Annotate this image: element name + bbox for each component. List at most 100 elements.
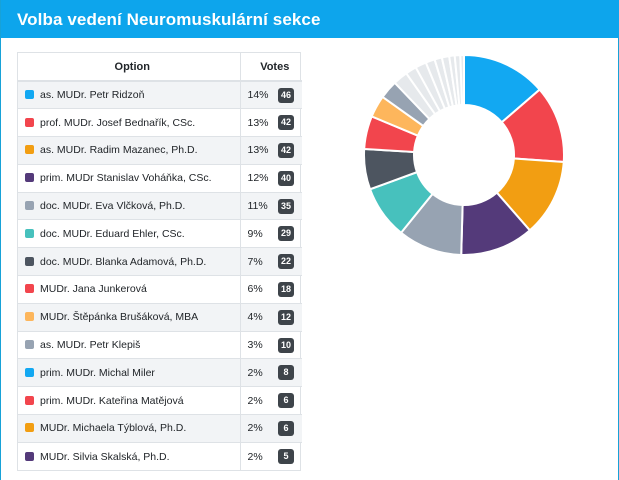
option-label: as. MUDr. Petr Ridzoň — [40, 89, 145, 102]
table-row: as. MUDr. Petr Klepiš 3% 10 — [18, 330, 303, 359]
option-label: as. MUDr. Radim Mazanec, Ph.D. — [40, 144, 198, 157]
option-label: prof. MUDr. Josef Bednařík, CSc. — [40, 116, 196, 129]
votes-column-header: Votes — [239, 53, 303, 82]
option-cell: as. MUDr. Radim Mazanec, Ph.D. — [18, 136, 240, 165]
votes-cell: 42 — [278, 108, 303, 137]
votes-cell: 12 — [278, 302, 303, 332]
results-donut-chart — [363, 53, 565, 256]
percent-cell: 12% — [239, 163, 278, 193]
option-label: MUDr. Michaela Týblová, Ph.D. — [40, 422, 187, 435]
vote-count-badge: 5 — [278, 449, 294, 464]
option-label: doc. MUDr. Eduard Ehler, CSc. — [40, 227, 185, 240]
vote-count-badge: 10 — [278, 337, 295, 353]
option-cell: as. MUDr. Petr Ridzoň — [18, 80, 240, 109]
table-row: prim. MUDr Stanislav Voháňka, CSc. 12% 40 — [18, 163, 303, 193]
page-title: Volba vedení Neuromuskulární sekce — [1, 0, 619, 38]
votes-cell: 35 — [278, 191, 303, 220]
votes-cell: 5 — [278, 441, 303, 471]
percent-cell: 2% — [239, 414, 278, 443]
option-cell: prim. MUDr. Michal Miler — [18, 358, 240, 387]
vote-count-badge: 8 — [278, 365, 294, 381]
table-row: as. MUDr. Radim Mazanec, Ph.D. 13% 42 — [18, 136, 303, 165]
percent-cell: 6% — [239, 275, 278, 304]
vote-count-badge: 6 — [278, 420, 294, 436]
votes-cell: 6 — [278, 414, 303, 443]
color-swatch — [25, 145, 34, 155]
votes-cell: 18 — [278, 275, 303, 304]
option-label: as. MUDr. Petr Klepiš — [40, 339, 141, 352]
option-cell: doc. MUDr. Eduard Ehler, CSc. — [18, 219, 240, 248]
option-cell: MUDr. Silvia Skalská, Ph.D. — [18, 441, 240, 471]
option-label: MUDr. Jana Junkerová — [40, 283, 147, 296]
vote-count-badge: 42 — [278, 142, 295, 158]
color-swatch — [25, 340, 34, 350]
results-table: Option Votes as. MUDr. Petr Ridzoň 14% 46 p… — [17, 52, 303, 472]
vote-count-badge: 29 — [278, 226, 295, 242]
color-swatch — [25, 284, 34, 294]
vote-count-badge: 40 — [278, 170, 295, 186]
percent-cell: 13% — [239, 108, 278, 137]
color-swatch — [25, 312, 34, 322]
vote-count-badge: 12 — [278, 309, 295, 325]
table-row: doc. MUDr. Eduard Ehler, CSc. 9% 29 — [18, 219, 303, 248]
votes-cell: 6 — [278, 386, 303, 415]
percent-cell: 9% — [239, 219, 278, 248]
vote-count-badge: 18 — [278, 281, 295, 297]
vote-count-badge: 6 — [278, 393, 294, 409]
option-cell: prim. MUDr Stanislav Voháňka, CSc. — [18, 163, 240, 193]
color-swatch — [25, 117, 34, 127]
votes-cell: 8 — [278, 358, 303, 387]
table-row: prim. MUDr. Michal Miler 2% 8 — [18, 358, 303, 387]
vote-count-badge: 35 — [278, 198, 295, 214]
option-label: doc. MUDr. Blanka Adamová, Ph.D. — [40, 255, 207, 268]
color-swatch — [25, 451, 34, 461]
percent-cell: 13% — [239, 136, 278, 165]
votes-cell: 22 — [278, 247, 303, 276]
donut-slice — [459, 53, 465, 107]
table-row: prim. MUDr. Kateřina Matějová 2% 6 — [18, 386, 303, 415]
votes-cell: 46 — [278, 80, 303, 109]
vote-count-badge: 42 — [278, 115, 295, 131]
percent-cell: 2% — [239, 441, 278, 471]
color-swatch — [25, 395, 34, 405]
percent-cell: 4% — [239, 302, 278, 332]
color-swatch — [25, 367, 34, 377]
color-swatch — [25, 423, 34, 433]
percent-cell: 14% — [239, 80, 278, 109]
color-swatch — [25, 201, 34, 211]
votes-cell: 29 — [278, 219, 303, 248]
option-label: MUDr. Štěpánka Brušáková, MBA — [40, 311, 199, 324]
table-row: doc. MUDr. Blanka Adamová, Ph.D. 7% 22 — [18, 247, 303, 276]
option-label: prim. MUDr. Michal Miler — [40, 366, 155, 379]
option-cell: MUDr. Štěpánka Brušáková, MBA — [18, 302, 240, 332]
percent-cell: 2% — [239, 358, 278, 387]
option-label: prim. MUDr. Kateřina Matějová — [40, 394, 184, 407]
table-row: MUDr. Silvia Skalská, Ph.D. 2% 5 — [18, 441, 303, 471]
option-label: MUDr. Silvia Skalská, Ph.D. — [40, 450, 170, 463]
results-table-grid: Option Votes as. MUDr. Petr Ridzoň 14% 46 p… — [18, 53, 303, 471]
option-cell: MUDr. Michaela Týblová, Ph.D. — [18, 414, 240, 443]
option-column-header: Option — [18, 53, 240, 82]
color-swatch — [25, 256, 34, 266]
votes-cell: 10 — [278, 330, 303, 359]
table-row: MUDr. Štěpánka Brušáková, MBA 4% 12 — [18, 302, 303, 332]
votes-cell: 40 — [278, 163, 303, 193]
table-row: MUDr. Michaela Týblová, Ph.D. 2% 6 — [18, 414, 303, 443]
votes-cell: 42 — [278, 136, 303, 165]
vote-count-badge: 22 — [278, 254, 295, 270]
color-swatch — [25, 173, 34, 183]
results-table-body: as. MUDr. Petr Ridzoň 14% 46 prof. MUDr. Jo… — [18, 80, 303, 471]
option-cell: doc. MUDr. Eva Vlčková, Ph.D. — [18, 191, 240, 220]
table-header-row: Option Votes — [18, 53, 303, 82]
table-row: prof. MUDr. Josef Bednařík, CSc. 13% 42 — [18, 108, 303, 137]
percent-cell: 7% — [239, 247, 278, 276]
vote-count-badge: 46 — [278, 87, 295, 103]
table-row: as. MUDr. Petr Ridzoň 14% 46 — [18, 80, 303, 109]
option-cell: MUDr. Jana Junkerová — [18, 275, 240, 304]
option-label: prim. MUDr Stanislav Voháňka, CSc. — [40, 172, 212, 185]
percent-cell: 3% — [239, 330, 278, 359]
option-cell: as. MUDr. Petr Klepiš — [18, 330, 240, 359]
color-swatch — [25, 90, 34, 100]
table-row: doc. MUDr. Eva Vlčková, Ph.D. 11% 35 — [18, 191, 303, 220]
